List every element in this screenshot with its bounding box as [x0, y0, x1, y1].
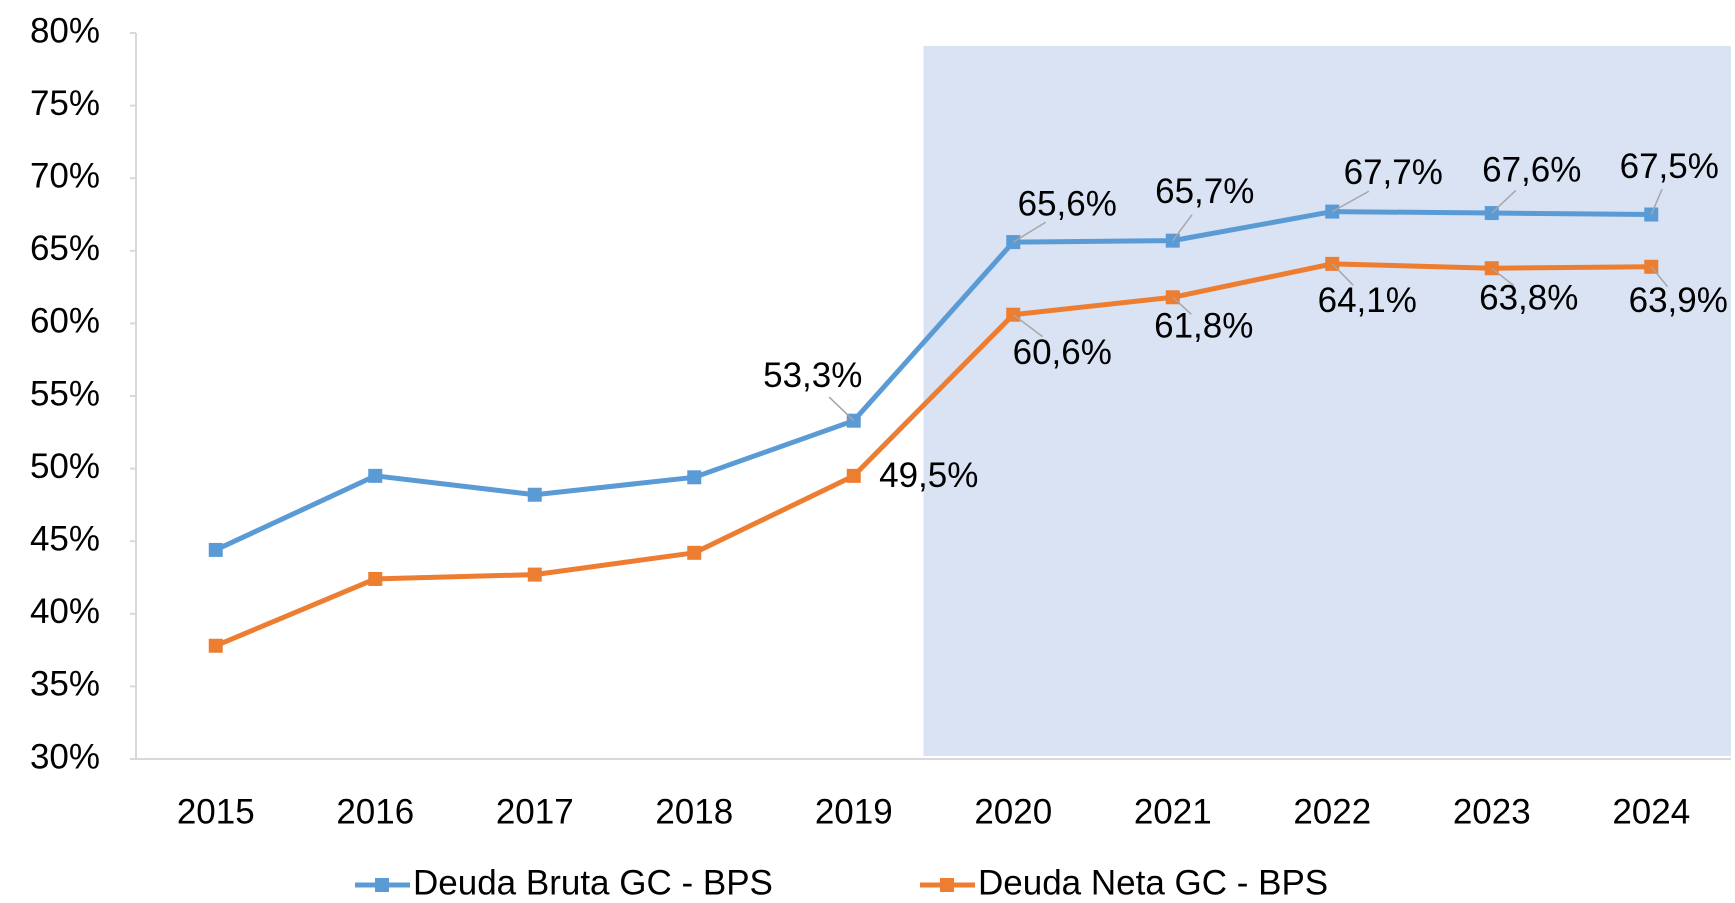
- projection-shade: [923, 46, 1731, 756]
- leader-line: [1012, 221, 1047, 243]
- leader-line: [1650, 266, 1669, 288]
- data-label: 65,6%: [1018, 184, 1117, 223]
- data-label: 63,8%: [1479, 278, 1578, 317]
- point-marker: [687, 470, 702, 485]
- x-tick-label: 2022: [1293, 792, 1371, 831]
- y-tick-label: 45%: [30, 519, 100, 558]
- leader-line: [1172, 214, 1193, 242]
- leader-line: [1012, 314, 1044, 338]
- y-tick-label: 50%: [30, 447, 100, 486]
- point-marker: [846, 468, 861, 483]
- point-marker: [368, 468, 383, 483]
- y-tick-label: 35%: [30, 665, 100, 704]
- point-marker: [208, 638, 223, 653]
- x-tick-label: 2017: [496, 792, 574, 831]
- leader-line: [828, 396, 855, 422]
- x-tick-label: 2019: [815, 792, 893, 831]
- data-label: 67,7%: [1344, 153, 1443, 192]
- legend-label: Deuda Neta GC - BPS: [978, 863, 1328, 902]
- data-label: 60,6%: [1013, 333, 1112, 372]
- leader-line: [1331, 190, 1370, 213]
- series-line: [214, 209, 1652, 553]
- x-tick-label: 2015: [177, 792, 255, 831]
- x-tick-label: 2018: [655, 792, 733, 831]
- point-marker: [527, 567, 542, 582]
- leader-line: [1491, 189, 1517, 214]
- legend-marker: [940, 878, 954, 892]
- x-tick-label: 2024: [1612, 792, 1690, 831]
- point-marker: [527, 487, 542, 502]
- data-label: 53,3%: [763, 356, 862, 395]
- data-label: 65,7%: [1155, 172, 1254, 211]
- data-label: 64,1%: [1318, 281, 1417, 320]
- y-tick-label: 40%: [30, 592, 100, 631]
- leader-line: [1650, 188, 1663, 215]
- x-tick-label: 2021: [1134, 792, 1212, 831]
- x-tick-label: 2023: [1453, 792, 1531, 831]
- y-tick-label: 80%: [30, 11, 100, 50]
- legend-marker: [375, 878, 389, 892]
- point-marker: [368, 571, 383, 586]
- x-tick-label: 2020: [974, 792, 1052, 831]
- data-label: 67,5%: [1620, 147, 1719, 186]
- x-tick-label: 2016: [336, 792, 414, 831]
- data-label: 67,6%: [1482, 150, 1581, 189]
- leader-line: [1491, 267, 1515, 287]
- point-marker: [687, 545, 702, 560]
- data-label: 61,8%: [1154, 307, 1253, 346]
- legend-label: Deuda Bruta GC - BPS: [413, 863, 773, 902]
- series-line: [214, 261, 1652, 649]
- data-label: 49,5%: [879, 456, 978, 495]
- leader-line: [1331, 263, 1354, 286]
- point-marker: [208, 542, 223, 557]
- y-tick-label: 70%: [30, 156, 100, 195]
- y-tick-label: 75%: [30, 84, 100, 123]
- y-tick-label: 60%: [30, 302, 100, 341]
- y-tick-label: 65%: [30, 229, 100, 268]
- y-tick-label: 55%: [30, 374, 100, 413]
- y-tick-label: 30%: [30, 737, 100, 776]
- leader-line: [1172, 296, 1192, 315]
- data-label: 63,9%: [1629, 281, 1728, 320]
